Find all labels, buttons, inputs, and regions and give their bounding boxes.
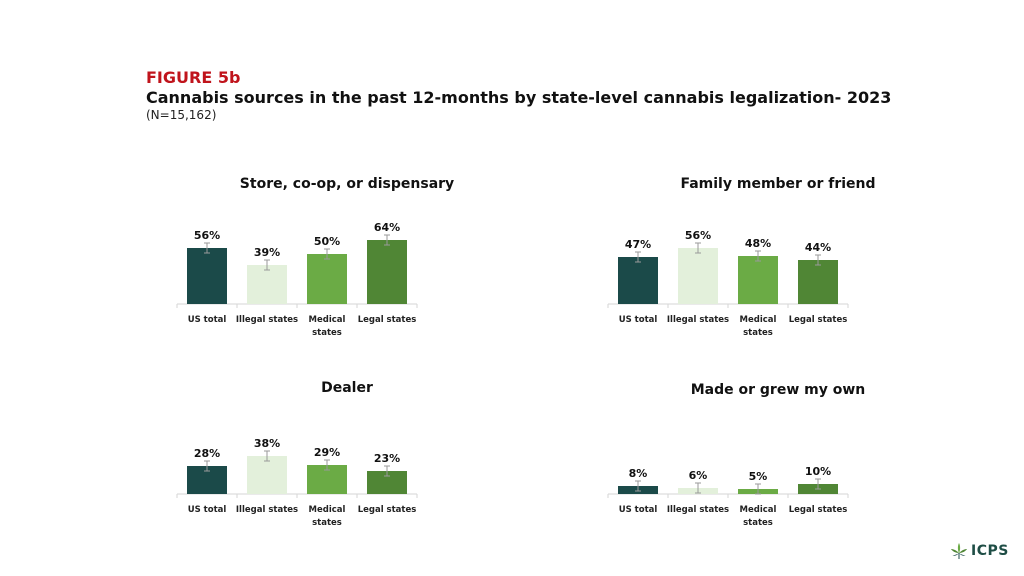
chart-title: Made or grew my own — [690, 382, 866, 398]
category-label: Medical — [309, 505, 346, 515]
category-label: states — [743, 518, 773, 528]
chart-title: Family member or friend — [680, 176, 876, 192]
category-label: Legal states — [358, 315, 417, 325]
bar — [678, 248, 718, 304]
chart-store: Store, co-op, or dispensary 56% US total 3… — [176, 170, 517, 350]
chart-svg: 28% US total 38% Illegal states 29% Medical st… — [176, 437, 418, 528]
chart-svg: 47% US total 56% Illegal states 48% Medical st… — [607, 229, 849, 338]
data-label: 56% — [685, 229, 711, 242]
bar — [738, 256, 778, 304]
category-label: US total — [619, 505, 658, 515]
bar — [367, 471, 407, 494]
bar — [187, 248, 227, 304]
bar — [247, 456, 287, 494]
data-label: 8% — [629, 467, 648, 480]
data-label: 6% — [689, 469, 708, 482]
category-label: Illegal states — [236, 505, 298, 515]
chart-dealer: Dealer 28% US total 38% Illegal states 29% Me… — [176, 372, 517, 552]
chart-grow: Made or grew my own 8% US total 6% Illegal … — [607, 372, 948, 552]
category-label: Illegal states — [236, 315, 298, 325]
figure-label: FIGURE 5b — [146, 68, 241, 87]
data-label: 48% — [745, 237, 771, 250]
icps-logo: ICPS — [950, 542, 1009, 560]
data-label: 50% — [314, 235, 340, 248]
bar — [618, 257, 658, 304]
bar — [307, 254, 347, 304]
category-label: Legal states — [789, 315, 848, 325]
bar — [798, 260, 838, 304]
category-label: US total — [188, 315, 227, 325]
chart-svg: 8% US total 6% Illegal states 5% Medical state… — [607, 465, 849, 528]
chart-title: Store, co-op, or dispensary — [239, 176, 455, 192]
data-label: 47% — [625, 238, 651, 251]
data-label: 10% — [805, 465, 831, 478]
data-label: 56% — [194, 229, 220, 242]
data-label: 29% — [314, 446, 340, 459]
chart-svg: 56% US total 39% Illegal states 50% Medical st… — [176, 221, 418, 338]
category-label: Illegal states — [667, 505, 729, 515]
category-label: Medical — [740, 315, 777, 325]
sample-size: (N=15,162) — [146, 108, 217, 122]
data-label: 28% — [194, 447, 220, 460]
cannabis-leaf-icon — [951, 543, 967, 559]
category-label: Medical — [740, 505, 777, 515]
chart-family: Family member or friend 47% US total 56% Il… — [607, 170, 948, 350]
data-label: 5% — [749, 470, 768, 483]
category-label: US total — [188, 505, 227, 515]
category-label: states — [312, 328, 342, 338]
category-label: Legal states — [789, 505, 848, 515]
data-label: 64% — [374, 221, 400, 234]
category-label: states — [312, 518, 342, 528]
data-label: 38% — [254, 437, 280, 450]
data-label: 23% — [374, 452, 400, 465]
data-label: 44% — [805, 241, 831, 254]
category-label: Illegal states — [667, 315, 729, 325]
data-label: 39% — [254, 246, 280, 259]
category-label: states — [743, 328, 773, 338]
chart-title: Dealer — [321, 380, 373, 396]
category-label: Medical — [309, 315, 346, 325]
category-label: US total — [619, 315, 658, 325]
category-label: Legal states — [358, 505, 417, 515]
figure-title: Cannabis sources in the past 12-months b… — [146, 88, 892, 107]
bar — [367, 240, 407, 304]
logo-text: ICPS — [971, 543, 1009, 559]
bar — [247, 265, 287, 304]
